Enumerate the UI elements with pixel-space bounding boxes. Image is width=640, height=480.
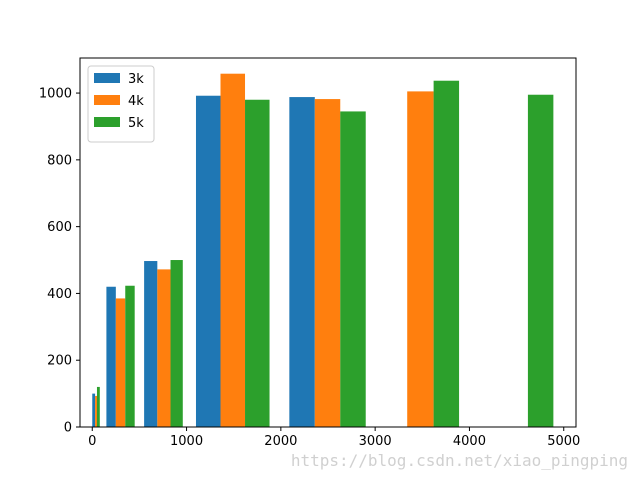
x-axis: 0 1000 2000 3000 4000 5000	[88, 427, 580, 449]
bar-4k-2	[157, 269, 171, 427]
bar-5k-6	[527, 94, 554, 427]
legend-label-4k: 4k	[128, 94, 144, 109]
y-tick-label: 600	[47, 220, 72, 235]
y-axis: 0 200 400 600 800 1000	[39, 87, 80, 436]
bar-4k-0	[95, 395, 97, 427]
bar-3k-1	[106, 286, 116, 427]
bars-layer	[92, 73, 554, 428]
bar-4k-4	[314, 99, 341, 427]
bar-3k-0	[92, 393, 96, 427]
legend-swatch-3k	[94, 73, 120, 83]
bar-5k-1	[125, 285, 135, 427]
bar-4k-3	[220, 73, 246, 427]
legend-label-3k: 3k	[128, 72, 144, 87]
bar-5k-5	[433, 80, 460, 428]
bar-4k-1	[115, 298, 126, 427]
bar-3k-3	[195, 95, 221, 427]
x-tick-label: 2000	[264, 434, 297, 449]
y-tick-label: 0	[64, 421, 72, 436]
bar-5k-3	[245, 99, 270, 428]
bar-5k-2	[170, 260, 183, 427]
legend-label-5k: 5k	[128, 116, 144, 131]
y-tick-label: 200	[47, 354, 72, 369]
y-tick-label: 400	[47, 287, 72, 302]
bar-3k-4	[289, 97, 315, 427]
legend: 3k 4k 5k	[87, 65, 155, 143]
y-tick-label: 1000	[39, 87, 72, 102]
bar-4k-5	[407, 91, 434, 427]
x-tick-label: 1000	[170, 434, 203, 449]
x-tick-label: 4000	[453, 434, 486, 449]
legend-swatch-4k	[94, 95, 120, 105]
axes-frame	[79, 57, 577, 428]
x-tick-label: 0	[88, 434, 96, 449]
y-tick-label: 800	[47, 153, 72, 168]
bar-5k-0	[96, 386, 100, 427]
watermark: https://blog.csdn.net/xiao_pingping	[291, 451, 628, 470]
bar-3k-2	[144, 261, 158, 427]
legend-swatch-5k	[94, 117, 120, 127]
x-tick-label: 3000	[359, 434, 392, 449]
x-tick-label: 5000	[547, 434, 580, 449]
bar-5k-4	[340, 111, 366, 428]
